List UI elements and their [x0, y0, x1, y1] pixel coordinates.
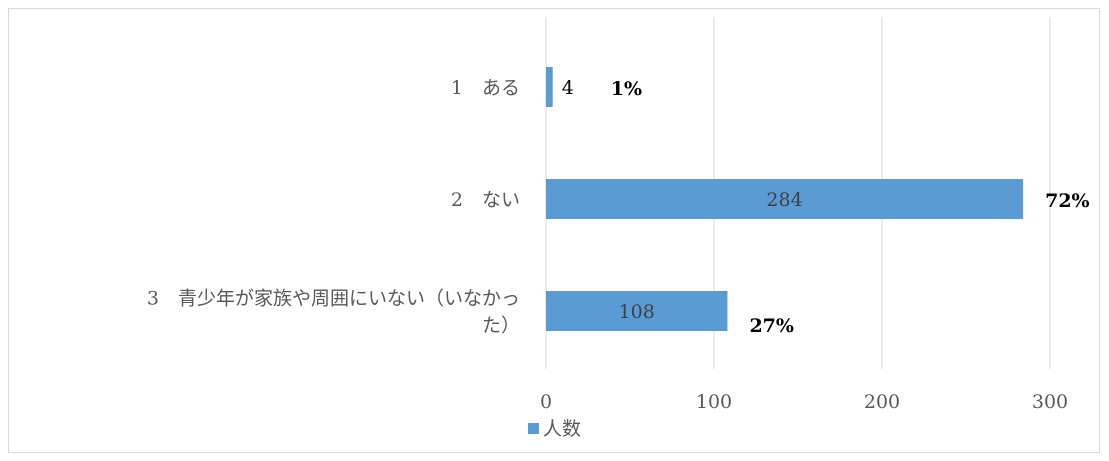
data-label: 4	[562, 77, 574, 99]
data-label: 108	[619, 301, 655, 323]
x-tick-label: 300	[1032, 391, 1068, 413]
bar	[546, 179, 1024, 219]
data-label: 284	[766, 189, 802, 211]
percent-label: 72%	[1045, 190, 1090, 212]
legend-label: 人数	[543, 418, 581, 440]
bar-chart: 0 100 200 300 4 1% 1 ある 284 72% 2 ない 108 27% 3 青少年が…	[147, 17, 1090, 440]
legend-swatch	[528, 423, 539, 434]
x-tick-label: 100	[696, 391, 732, 413]
category-label: 1 ある	[451, 77, 520, 99]
percent-label: 27%	[749, 315, 794, 337]
bar	[546, 67, 553, 107]
x-tick-label: 0	[540, 391, 552, 413]
chart-container: 0 100 200 300 4 1% 1 ある 284 72% 2 ない 108 27% 3 青少年が…	[8, 8, 1100, 453]
bar	[546, 291, 728, 331]
category-label: 2 ない	[451, 189, 520, 211]
legend: 人数	[528, 418, 581, 440]
percent-label: 1%	[611, 78, 642, 100]
labels: 4 1% 1 ある 284 72% 2 ない 108 27% 3 青少年が家族や周囲にいない（い…	[147, 77, 1090, 337]
bars	[546, 67, 1024, 331]
x-tick-label: 200	[864, 391, 900, 413]
category-label: 3 青少年が家族や周囲にいない（いなかった）	[147, 288, 520, 337]
